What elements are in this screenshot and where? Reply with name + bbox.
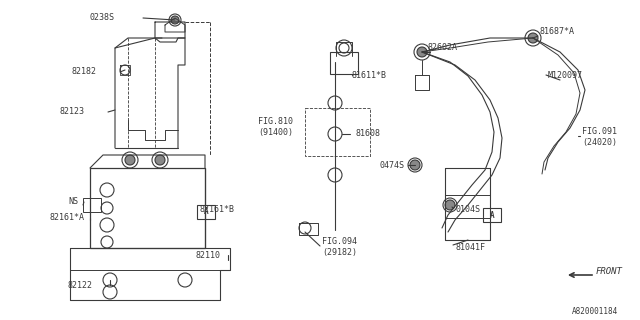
Text: 81608: 81608	[355, 130, 380, 139]
Text: 82182: 82182	[72, 68, 97, 76]
Text: 82122: 82122	[68, 281, 93, 290]
Text: 0238S: 0238S	[90, 13, 115, 22]
Text: 81687*A: 81687*A	[540, 28, 575, 36]
Circle shape	[417, 47, 427, 57]
Circle shape	[171, 16, 179, 24]
Circle shape	[528, 33, 538, 43]
Text: 0104S: 0104S	[455, 205, 480, 214]
Text: (24020): (24020)	[582, 138, 617, 147]
Text: 81041F: 81041F	[455, 244, 485, 252]
Text: 82161*B: 82161*B	[200, 205, 235, 214]
Text: FIG.810: FIG.810	[258, 117, 293, 126]
Circle shape	[445, 200, 455, 210]
Text: A: A	[204, 207, 208, 217]
Text: 82123: 82123	[60, 108, 85, 116]
Text: (29182): (29182)	[322, 247, 357, 257]
Text: 0474S: 0474S	[380, 161, 405, 170]
Text: FRONT: FRONT	[596, 268, 623, 276]
Bar	[305, 108, 370, 156]
Text: (91400): (91400)	[258, 127, 293, 137]
Text: A820001184: A820001184	[572, 308, 618, 316]
Bar	[90, 168, 205, 248]
Text: A: A	[490, 211, 494, 220]
Text: FIG.091: FIG.091	[582, 127, 617, 137]
Text: 81611*B: 81611*B	[352, 70, 387, 79]
Bar	[197, 205, 215, 219]
Text: NS: NS	[68, 197, 78, 206]
Bar	[83, 198, 101, 212]
Bar	[483, 208, 501, 222]
Text: M120097: M120097	[548, 70, 583, 79]
Text: 82161*A: 82161*A	[50, 213, 85, 222]
Text: 82110: 82110	[195, 251, 220, 260]
Text: FIG.094: FIG.094	[322, 237, 357, 246]
Bar	[330, 52, 358, 74]
Circle shape	[155, 155, 165, 165]
Circle shape	[410, 160, 420, 170]
Text: 82602A: 82602A	[428, 44, 458, 52]
Circle shape	[125, 155, 135, 165]
